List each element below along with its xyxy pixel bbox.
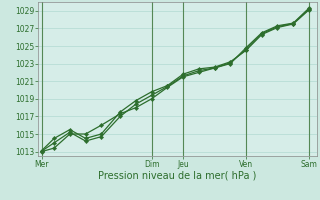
X-axis label: Pression niveau de la mer( hPa ): Pression niveau de la mer( hPa ) — [99, 171, 257, 181]
